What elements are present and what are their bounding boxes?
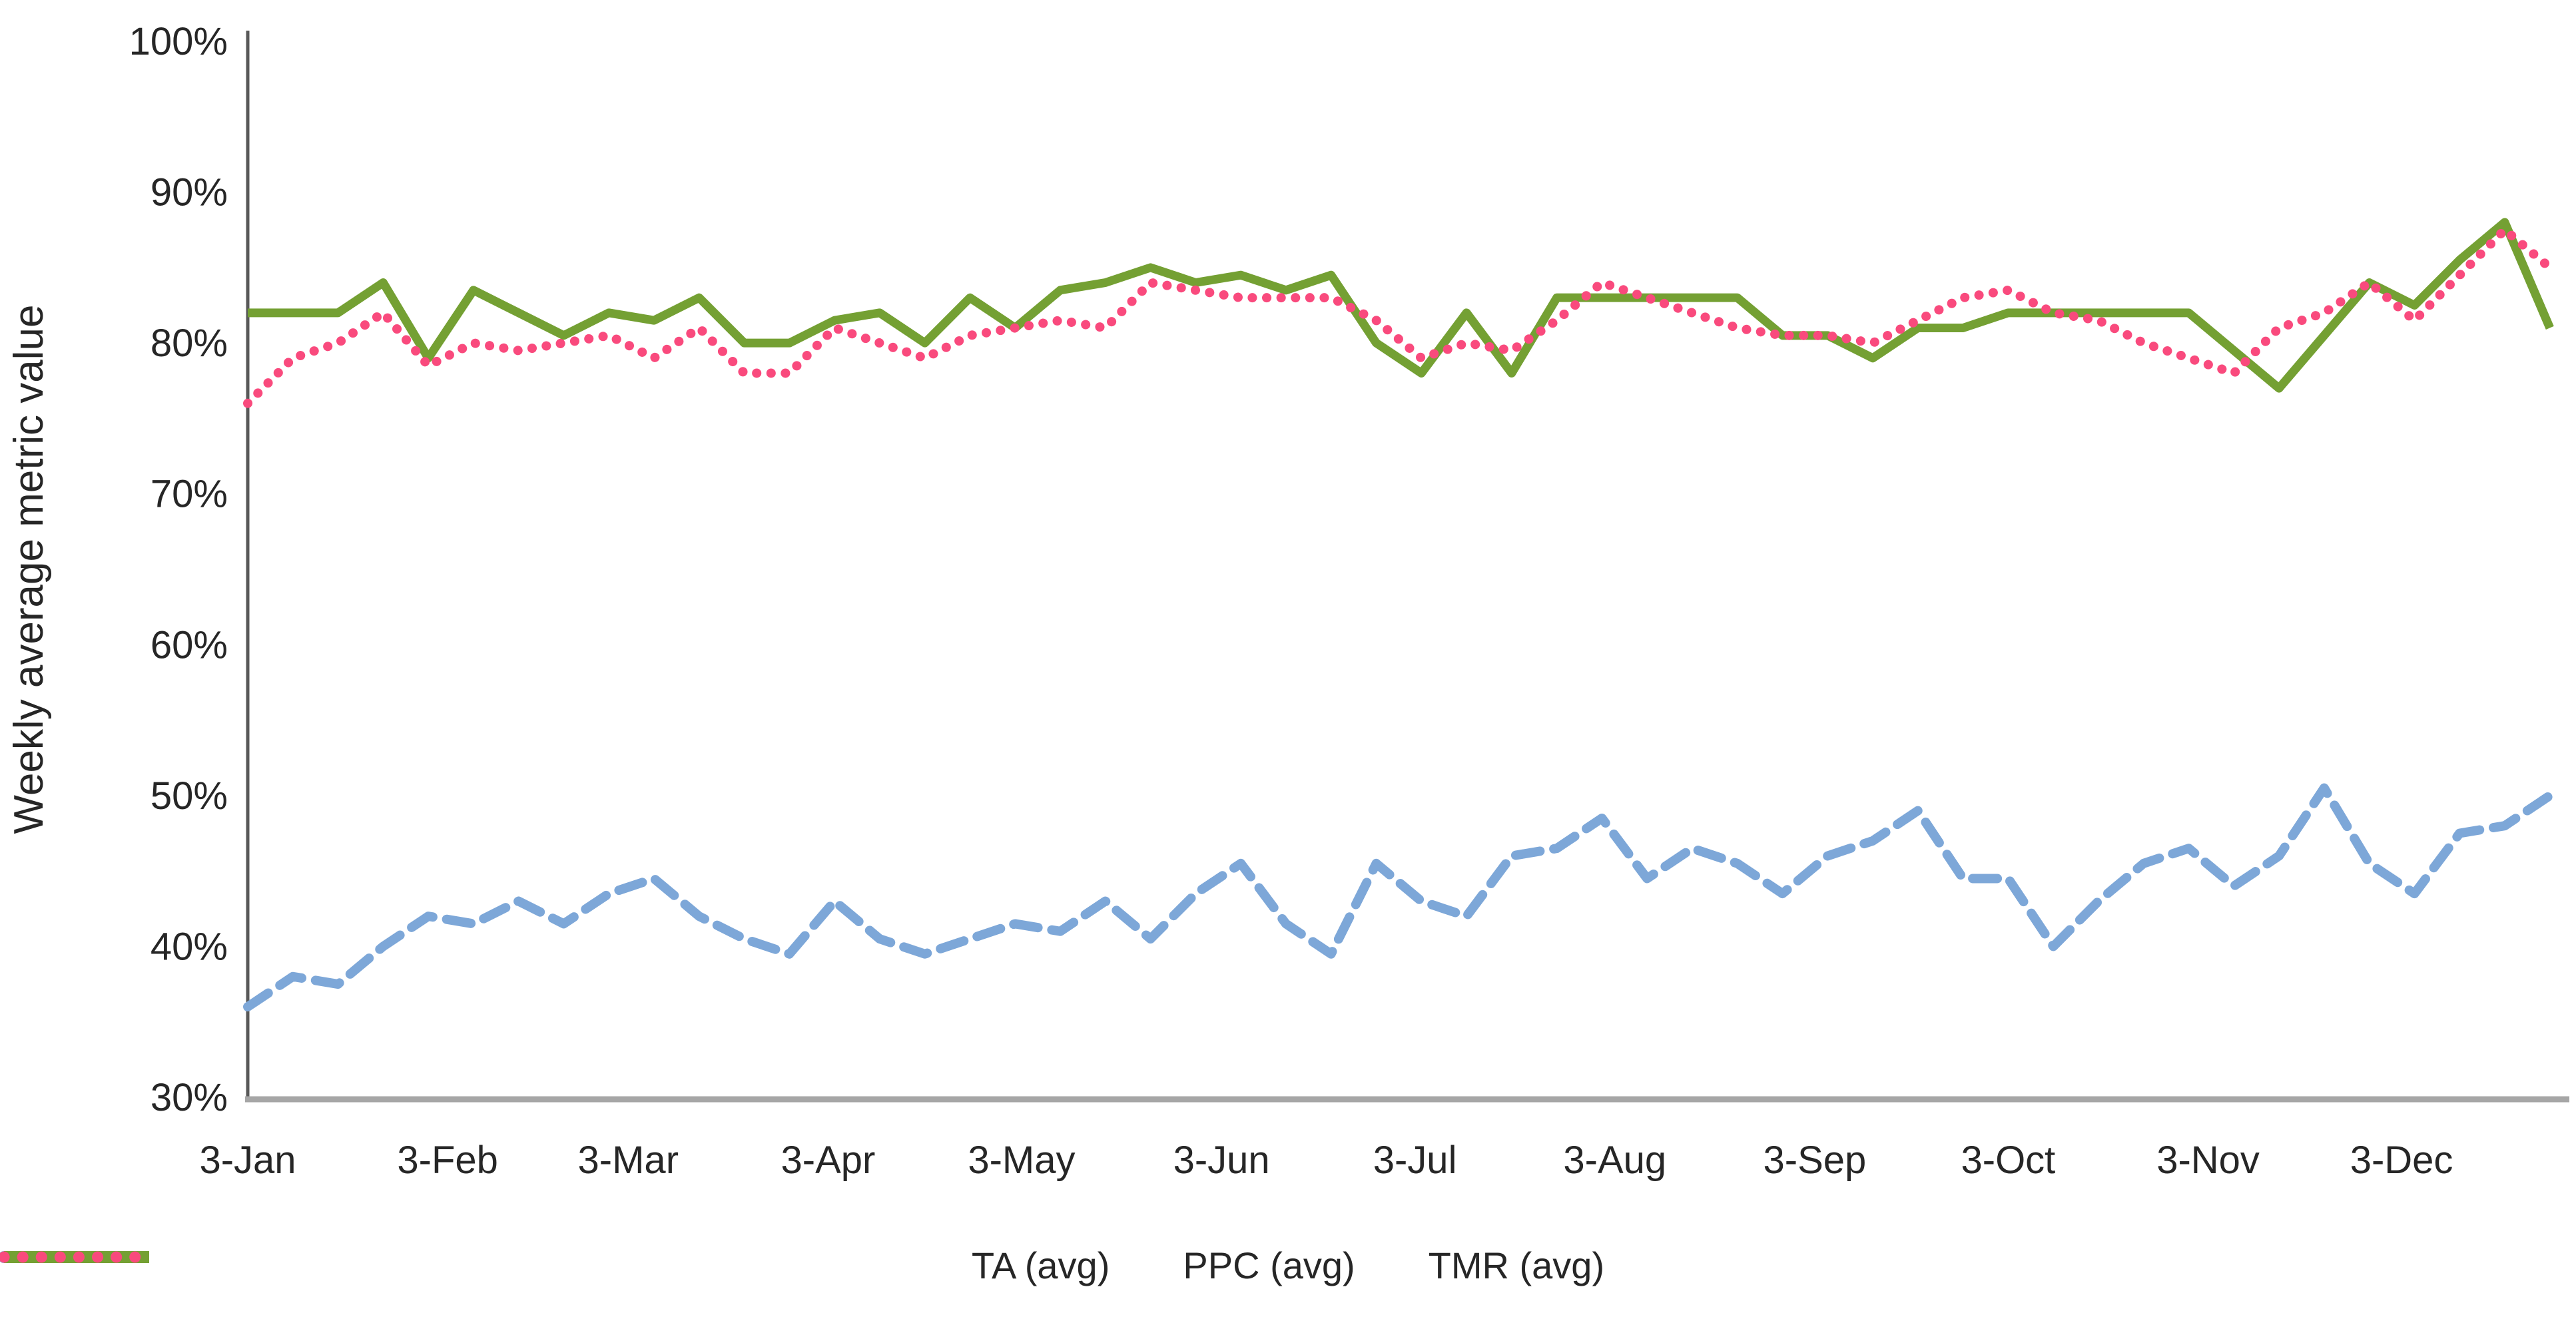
y-tick-label: 100% [129,20,228,63]
series-ppc-line [248,218,2554,393]
x-tick-label: 3-Sep [1764,1139,1867,1182]
x-tick-label: 3-Dec [2350,1139,2453,1182]
series-tmr-line [243,225,2555,408]
x-tick-label: 3-Jan [199,1139,296,1182]
x-tick-label: 3-Aug [1563,1139,1666,1182]
y-tick-label: 80% [151,322,228,365]
y-tick-label: 70% [151,473,228,516]
y-tick-label: 40% [151,925,228,968]
y-tick-label: 30% [151,1076,228,1119]
x-tick-label: 3-Jun [1173,1139,1270,1182]
y-axis-title: Weekly average metric value [6,304,52,834]
x-tick-label: 3-Mar [578,1139,679,1182]
y-tick-label: 50% [151,774,228,818]
x-tick-label: 3-Nov [2156,1139,2260,1182]
legend-item-tmr: TMR (avg) [0,1244,1605,1287]
legend-label: TMR (avg) [1428,1244,1605,1286]
x-tick-label: 3-May [968,1139,1075,1182]
legend-label: PPC (avg) [1183,1244,1355,1286]
x-tick-label: 3-Jul [1373,1139,1457,1182]
legend-item-ppc: PPC (avg) [4,1244,1355,1287]
x-tick-label: 3-Feb [397,1139,498,1182]
legend-item-ta: TA (avg) [0,1244,1110,1287]
x-tick-label: 3-Oct [1961,1139,2056,1182]
series-ta-line [243,783,2555,1012]
legend: TA (avg) PPC (avg) TMR (avg) [0,1244,2576,1287]
legend-label: TA (avg) [971,1244,1110,1286]
y-tick-label: 90% [151,171,228,214]
x-tick-label: 3-Apr [781,1139,876,1182]
legend-sample-dotted [0,1251,153,1263]
y-tick-label: 60% [151,623,228,666]
